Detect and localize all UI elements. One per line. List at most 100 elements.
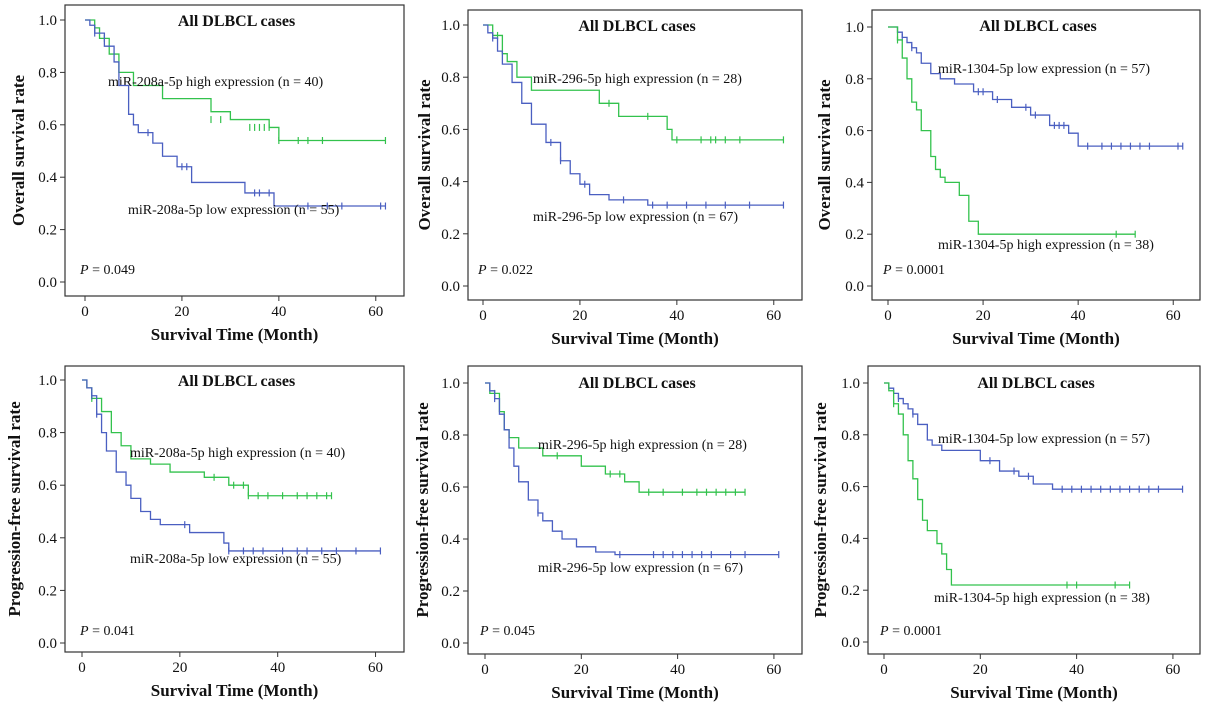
y-axis-title: Progression-free survival rate <box>811 402 830 618</box>
y-tick-label: 0.2 <box>441 227 460 243</box>
km-panel-6: 0.0 0.2 0.4 0.6 0.8 1.0 0 20 40 60 Survival Time (… <box>811 365 1201 702</box>
y-tick-label: 0.0 <box>38 636 57 652</box>
survival-curve-blue <box>85 19 386 207</box>
series-label: miR-1304-5p high expression (n = 38) <box>934 591 1150 606</box>
survival-curve-blue <box>884 382 1183 490</box>
x-tick-label: 20 <box>174 304 189 320</box>
p-value-label: P = 0.041 <box>79 624 135 639</box>
series-label: miR-296-5p low expression (n = 67) <box>538 561 743 576</box>
y-tick-label: 0.0 <box>841 635 860 651</box>
series-label: miR-296-5p high expression (n = 28) <box>538 438 747 453</box>
y-tick-label: 1.0 <box>441 18 460 34</box>
plot-frame <box>871 9 1201 301</box>
series-label: miR-1304-5p low expression (n = 57) <box>938 62 1150 77</box>
y-tick-label: 0.6 <box>841 480 860 496</box>
x-tick-label: 20 <box>973 662 988 678</box>
y-tick-label: 1.0 <box>841 376 860 392</box>
p-value-label: P = 0.022 <box>477 263 533 278</box>
km-panel-4: 0.0 0.2 0.4 0.6 0.8 1.0 0 20 40 60 Survival Time (… <box>5 365 405 700</box>
km-panel-2: 0.0 0.2 0.4 0.6 0.8 1.0 0 20 40 60 Survival Time (… <box>415 9 803 348</box>
y-tick-label: 0.8 <box>845 72 864 88</box>
survival-curve-green <box>888 26 1136 235</box>
series-label: miR-1304-5p high expression (n = 38) <box>938 238 1154 253</box>
y-tick-label: 1.0 <box>38 13 57 29</box>
panel-title: All DLBCL cases <box>977 375 1094 392</box>
panel-title: All DLBCL cases <box>178 13 295 30</box>
p-value-label: P = 0.049 <box>79 263 135 278</box>
y-tick-label: 0.6 <box>38 478 57 494</box>
p-value-label: P = 0.045 <box>479 624 535 639</box>
panel-title: All DLBCL cases <box>178 373 295 390</box>
x-tick-label: 0 <box>81 304 89 320</box>
x-tick-label: 20 <box>976 308 991 324</box>
series-label: miR-296-5p low expression (n = 67) <box>533 210 738 225</box>
x-tick-label: 60 <box>766 308 781 324</box>
series-label: miR-1304-5p low expression (n = 57) <box>938 432 1150 447</box>
y-tick-label: 0.8 <box>841 428 860 444</box>
y-tick-label: 0.4 <box>845 175 864 191</box>
x-tick-label: 60 <box>1166 308 1181 324</box>
x-tick-label: 0 <box>880 662 888 678</box>
x-tick-label: 60 <box>1165 662 1180 678</box>
y-tick-label: 0.2 <box>38 583 57 599</box>
x-tick-label: 60 <box>766 662 781 678</box>
x-tick-label: 60 <box>368 304 383 320</box>
x-tick-label: 0 <box>884 308 892 324</box>
y-tick-label: 0.6 <box>845 124 864 140</box>
survival-curve-green <box>884 382 1130 586</box>
y-tick-label: 0.0 <box>845 279 864 295</box>
y-tick-label: 1.0 <box>845 20 864 36</box>
y-tick-label: 0.8 <box>441 428 460 444</box>
survival-curve-blue <box>483 24 784 206</box>
y-tick-label: 1.0 <box>38 373 57 389</box>
x-tick-label: 0 <box>481 662 489 678</box>
x-tick-label: 40 <box>271 304 286 320</box>
x-tick-label: 0 <box>78 660 86 676</box>
km-panel-1: 0.0 0.2 0.4 0.6 0.8 1.0 0 20 40 60 Survival Time (… <box>9 4 405 344</box>
y-tick-label: 0.6 <box>441 480 460 496</box>
y-tick-label: 1.0 <box>441 376 460 392</box>
series-label: miR-208a-5p high expression (n = 40) <box>108 75 323 90</box>
y-tick-label: 0.4 <box>38 170 57 186</box>
y-tick-label: 0.0 <box>441 279 460 295</box>
x-axis-title: Survival Time (Month) <box>950 683 1118 702</box>
survival-curve-green <box>483 24 784 141</box>
plot-frame <box>64 4 405 297</box>
plot-frame <box>467 9 803 301</box>
km-panel-3: 0.0 0.2 0.4 0.6 0.8 1.0 0 20 40 60 Survival Time (… <box>815 9 1201 348</box>
y-tick-label: 0.4 <box>441 532 460 548</box>
x-axis-title: Survival Time (Month) <box>551 683 719 702</box>
x-tick-label: 40 <box>1071 308 1086 324</box>
km-panel-5: 0.0 0.2 0.4 0.6 0.8 1.0 0 20 40 60 Survival Time (… <box>413 365 803 702</box>
x-tick-label: 20 <box>572 308 587 324</box>
y-tick-label: 0.2 <box>841 583 860 599</box>
y-tick-label: 0.0 <box>441 636 460 652</box>
series-label: miR-208a-5p high expression (n = 40) <box>130 446 345 461</box>
x-tick-label: 60 <box>368 660 383 676</box>
p-value-label: P = 0.0001 <box>879 624 942 639</box>
x-axis-title: Survival Time (Month) <box>952 329 1120 348</box>
plot-frame <box>867 365 1201 655</box>
plot-frame <box>64 365 405 653</box>
x-tick-label: 40 <box>669 308 684 324</box>
x-tick-label: 40 <box>270 660 285 676</box>
p-value-label: P = 0.0001 <box>882 263 945 278</box>
y-tick-label: 0.2 <box>38 223 57 239</box>
panel-title: All DLBCL cases <box>979 18 1096 35</box>
y-tick-label: 0.8 <box>38 65 57 81</box>
x-axis-title: Survival Time (Month) <box>151 325 319 344</box>
y-tick-label: 0.8 <box>38 426 57 442</box>
y-axis-title: Overall survival rate <box>9 75 28 227</box>
x-axis-title: Survival Time (Month) <box>151 681 319 700</box>
y-axis-title: Overall survival rate <box>415 79 434 231</box>
x-tick-label: 40 <box>1069 662 1084 678</box>
y-tick-label: 0.0 <box>38 275 57 291</box>
y-tick-label: 0.8 <box>441 70 460 86</box>
y-tick-label: 0.4 <box>38 531 57 547</box>
x-tick-label: 20 <box>574 662 589 678</box>
series-label: miR-208a-5p low expression (n = 55) <box>128 203 340 218</box>
panel-title: All DLBCL cases <box>578 375 695 392</box>
series-label: miR-296-5p high expression (n = 28) <box>533 72 742 87</box>
x-tick-label: 0 <box>479 308 487 324</box>
